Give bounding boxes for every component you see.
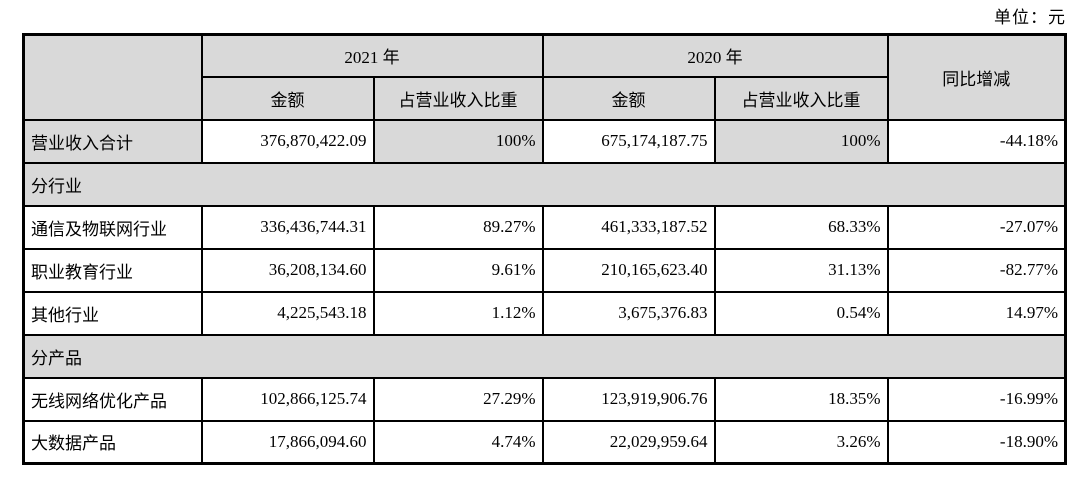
share-2020-cell: 3.26% — [713, 419, 889, 465]
section-label: 分行业 — [22, 161, 1067, 207]
amount-2021-cell: 17,866,094.60 — [200, 419, 375, 465]
amount-2020-cell: 461,333,187.52 — [541, 204, 716, 250]
table-row-big-data-products: 大数据产品 17,866,094.60 4.74% 22,029,959.64 … — [22, 419, 1067, 465]
yoy-cell: -27.07% — [886, 204, 1067, 250]
amount-2021-cell: 4,225,543.18 — [200, 290, 375, 336]
row-label: 营业收入合计 — [22, 118, 203, 164]
table-section-row-by-product: 分产品 — [22, 333, 1067, 379]
unit-label: 单位：元 — [994, 8, 1066, 27]
yoy-cell: -82.77% — [886, 247, 1067, 293]
table-row-vocational-education: 职业教育行业 36,208,134.60 9.61% 210,165,623.4… — [22, 247, 1067, 293]
year-2020-header: 2020 年 — [541, 33, 889, 78]
share-2020-cell: 18.35% — [713, 376, 889, 422]
amount-2021-cell: 36,208,134.60 — [200, 247, 375, 293]
share-2021-cell: 1.12% — [372, 290, 544, 336]
share-2020-cell: 68.33% — [713, 204, 889, 250]
amount-2021-cell: 336,436,744.31 — [200, 204, 375, 250]
amount-2020-cell: 22,029,959.64 — [541, 419, 716, 465]
amount-2020-cell: 3,675,376.83 — [541, 290, 716, 336]
row-label: 无线网络优化产品 — [22, 376, 203, 422]
amount-2020-cell: 210,165,623.40 — [541, 247, 716, 293]
yoy-cell: -44.18% — [886, 118, 1067, 164]
corner-blank-cell — [22, 33, 203, 121]
share-2021-header: 占营业收入比重 — [372, 75, 544, 121]
amount-2020-header: 金额 — [541, 75, 716, 121]
row-label: 大数据产品 — [22, 419, 203, 465]
table-row-total-revenue: 营业收入合计 376,870,422.09 100% 675,174,187.7… — [22, 118, 1067, 164]
table-row-wireless-network-optimization: 无线网络优化产品 102,866,125.74 27.29% 123,919,9… — [22, 376, 1067, 422]
share-2021-cell: 4.74% — [372, 419, 544, 465]
amount-2020-cell: 123,919,906.76 — [541, 376, 716, 422]
share-2020-cell: 100% — [713, 118, 889, 164]
share-2021-cell: 9.61% — [372, 247, 544, 293]
share-2020-header: 占营业收入比重 — [713, 75, 889, 121]
share-2021-cell: 27.29% — [372, 376, 544, 422]
table-header-years-row: 2021 年 2020 年 同比增减 — [22, 33, 1067, 121]
table-row-other-industries: 其他行业 4,225,543.18 1.12% 3,675,376.83 0.5… — [22, 290, 1067, 336]
share-2021-cell: 89.27% — [372, 204, 544, 250]
table-row-communication-iot: 通信及物联网行业 336,436,744.31 89.27% 461,333,1… — [22, 204, 1067, 250]
amount-2021-cell: 102,866,125.74 — [200, 376, 375, 422]
share-2020-cell: 31.13% — [713, 247, 889, 293]
row-label: 职业教育行业 — [22, 247, 203, 293]
revenue-breakdown-table: 2021 年 2020 年 同比增减 金额 占营业收入比重 金额 占营业收入比重… — [22, 33, 1067, 465]
table-header-metrics-row: 金额 占营业收入比重 金额 占营业收入比重 — [24, 75, 1066, 121]
yoy-cell: -18.90% — [886, 419, 1067, 465]
yoy-cell: -16.99% — [886, 376, 1067, 422]
row-label: 通信及物联网行业 — [22, 204, 203, 250]
amount-2021-cell: 376,870,422.09 — [200, 118, 375, 164]
row-label: 其他行业 — [22, 290, 203, 336]
yoy-change-header: 同比增减 — [886, 33, 1067, 121]
table-section-row-by-industry: 分行业 — [22, 161, 1067, 207]
share-2020-cell: 0.54% — [713, 290, 889, 336]
year-2021-header: 2021 年 — [200, 33, 544, 78]
amount-2021-header: 金额 — [200, 75, 375, 121]
section-label: 分产品 — [22, 333, 1067, 379]
yoy-cell: 14.97% — [886, 290, 1067, 336]
amount-2020-cell: 675,174,187.75 — [541, 118, 716, 164]
share-2021-cell: 100% — [372, 118, 544, 164]
